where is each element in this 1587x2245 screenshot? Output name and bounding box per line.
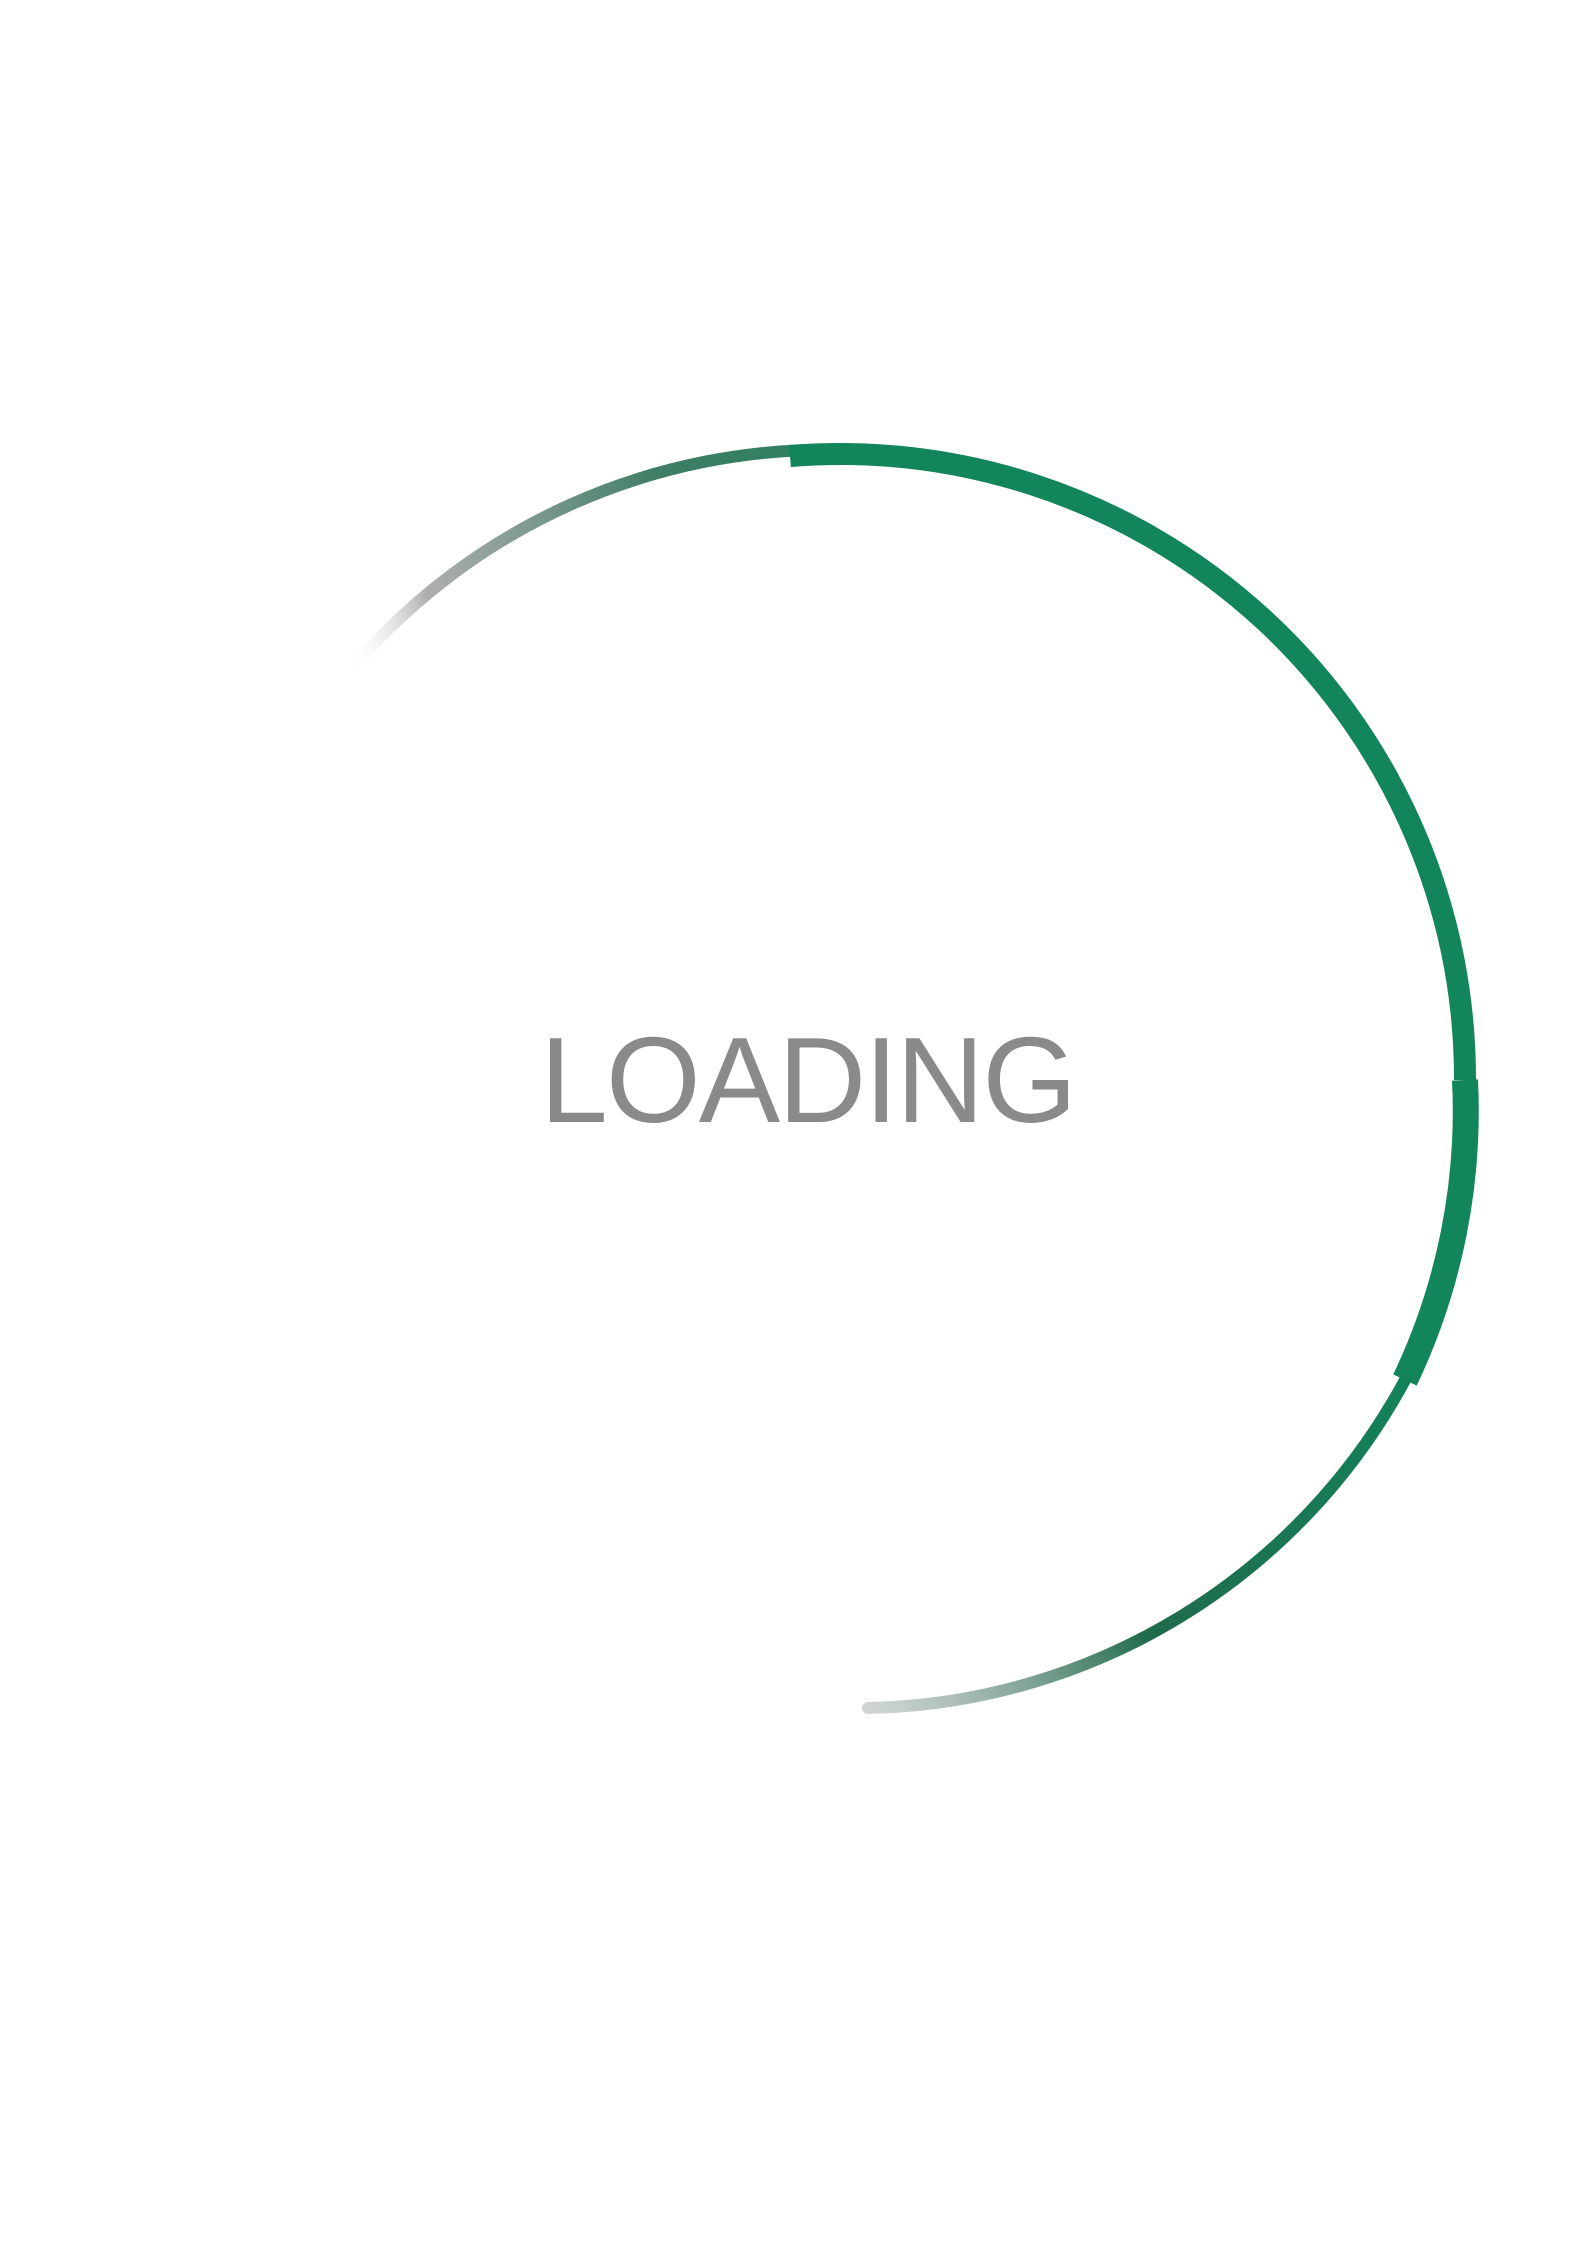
spinner-arc-right [1393,1079,1479,1386]
spinner-arc-lower [862,1374,1411,1714]
loading-label: LOADING [540,1012,1077,1148]
spinner-arc-main [789,443,1477,1081]
spinner-arc-tail [346,443,848,674]
